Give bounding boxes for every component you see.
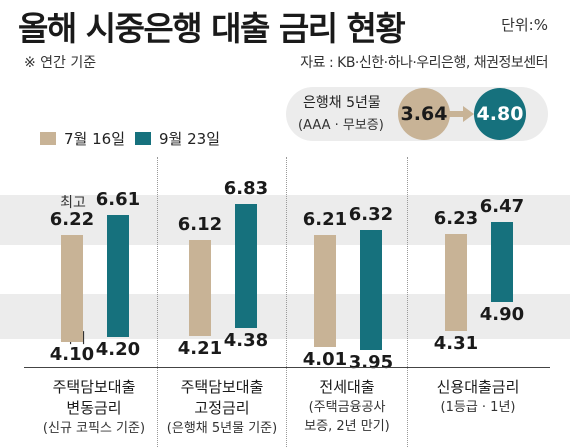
legend-label-series1: 7월 16일 — [64, 129, 125, 148]
high-label-g2-s2: 6.83 — [223, 178, 269, 200]
band-bottom — [0, 294, 570, 339]
high-label-g1-s2: 6.61 — [95, 189, 141, 211]
range-bar-g1-s2 — [107, 215, 129, 337]
legend-series1: 7월 16일 — [40, 128, 125, 148]
category-label-g1-line2: 변동금리 — [66, 399, 122, 417]
high-label-g3-s2: 6.32 — [348, 203, 394, 225]
low-label-g1-s1: 4.10 — [49, 344, 95, 365]
bond-after-value: 4.80 — [474, 88, 526, 140]
unit-label: 단위:% — [501, 16, 548, 34]
range-bar-g2-s1 — [189, 240, 211, 337]
range-bar-g4-s2 — [491, 222, 513, 302]
category-label-g4-line2: (1등급 · 1년) — [440, 400, 516, 415]
category-label-g3-line1: 전세대출 — [319, 378, 375, 396]
category-label-g2-line2: 고정금리 — [194, 399, 250, 417]
range-bar-g3-s2 — [360, 229, 382, 350]
group-separator — [286, 157, 287, 447]
category-label-g1-line3: (신규 코픽스 기준) — [42, 421, 146, 436]
group-separator — [407, 157, 408, 447]
category-label-g4-line1: 신용대출금리 — [436, 378, 520, 396]
high-label-g4-s2: 6.47 — [479, 196, 525, 218]
legend-swatch-series2 — [135, 131, 151, 145]
low-label-g3-s1: 4.01 — [302, 348, 348, 370]
category-label-g3-line2: (주택금융공사 — [308, 400, 386, 415]
range-bar-g2-s2 — [235, 204, 257, 328]
low-label-g1-s2: 4.20 — [95, 338, 141, 360]
low-label-g3-s2: 3.95 — [348, 351, 394, 373]
baseline — [24, 367, 550, 368]
band-top — [0, 195, 570, 245]
chart-title: 올해 시중은행 대출 금리 현황 — [18, 9, 406, 48]
low-label-g4-s1: 4.31 — [433, 333, 479, 355]
high-label-g3-s1: 6.21 — [302, 209, 348, 231]
legend-swatch-series1 — [40, 131, 56, 145]
max-tag: 최고 — [60, 195, 86, 211]
bond-label: 은행채 5년물 — [303, 95, 381, 111]
legend-series2: 9월 23일 — [135, 128, 220, 148]
arrow-right-icon — [449, 106, 474, 122]
range-bar-g1-s1 — [61, 234, 83, 342]
high-label-g4-s1: 6.23 — [433, 208, 479, 230]
bond-sublabel: (AAA · 무보증) — [298, 118, 384, 133]
basis-note: ※ 연간 기준 — [24, 55, 97, 71]
source-label: 자료 : KB·신한·하나·우리은행, 채권정보센터 — [300, 55, 548, 71]
category-label-g1-line1: 주택담보대출 — [52, 378, 136, 396]
legend-label-series2: 9월 23일 — [159, 129, 220, 148]
category-label-g2-line1: 주택담보대출 — [180, 378, 264, 396]
range-bar-g3-s1 — [314, 235, 336, 347]
low-label-g2-s1: 4.21 — [177, 338, 223, 360]
low-label-g4-s2: 4.90 — [479, 303, 525, 325]
high-label-g1-s1: 6.22 — [49, 208, 95, 230]
bond-before-value: 3.64 — [398, 88, 450, 140]
low-label-g2-s2: 4.38 — [223, 329, 269, 351]
range-bar-g4-s1 — [445, 234, 467, 332]
group-separator — [157, 157, 158, 447]
category-label-g3-line3: 보증, 2년 만기) — [304, 419, 390, 434]
high-label-g2-s1: 6.12 — [177, 214, 223, 236]
category-label-g2-line3: (은행채 5년물 기준) — [166, 421, 278, 436]
